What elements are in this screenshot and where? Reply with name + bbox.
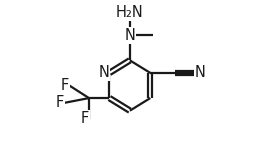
Text: F: F	[80, 111, 88, 126]
Text: N: N	[194, 65, 205, 80]
Text: F: F	[60, 78, 69, 93]
Text: N: N	[98, 65, 109, 80]
Text: H₂N: H₂N	[116, 5, 143, 20]
Text: N: N	[124, 28, 135, 43]
Text: F: F	[56, 95, 64, 110]
